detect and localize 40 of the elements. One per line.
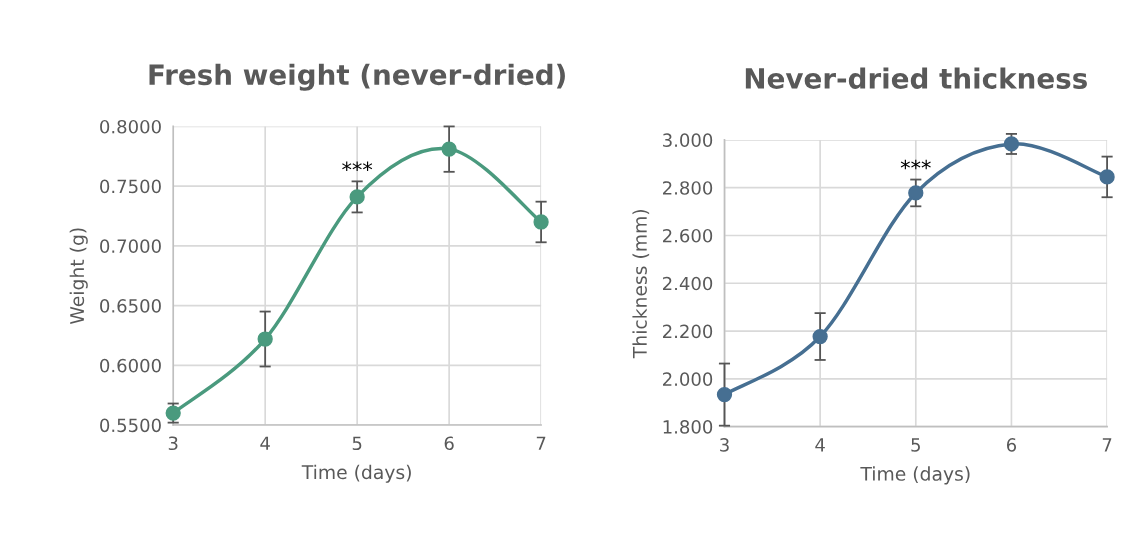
x-axis-title: Time (days) — [301, 464, 411, 483]
x-tick-label: 4 — [260, 436, 270, 450]
point — [441, 141, 457, 157]
x-tick-label: 3 — [168, 436, 178, 451]
y-tick-label: 0.6500 — [100, 299, 161, 313]
x-axis-title: Time (days) — [860, 466, 970, 485]
point — [257, 331, 273, 347]
x-tick-label: 3 — [720, 438, 729, 452]
point — [533, 214, 549, 230]
point — [908, 185, 924, 201]
y-axis-title: Thickness (mm) — [632, 209, 650, 359]
point — [349, 189, 365, 205]
chart-title: Fresh weight (never-dried) — [149, 63, 565, 91]
x-tick-label: 5 — [911, 438, 920, 452]
x-tick-label: 5 — [352, 436, 362, 451]
y-tick-label: 0.5500 — [100, 418, 161, 433]
y-tick-label: 2.600 — [663, 228, 713, 243]
y-tick-label: 2.200 — [663, 324, 713, 339]
x-tick-label: 4 — [815, 438, 825, 452]
y-tick-label: 3.000 — [663, 133, 713, 147]
y-tick-label: 0.7000 — [100, 239, 161, 253]
annotation: *** — [900, 159, 931, 170]
x-tick-label: 6 — [1006, 438, 1017, 452]
point — [716, 386, 733, 403]
y-tick-label: 2.000 — [663, 372, 713, 386]
x-tick-label: 7 — [536, 436, 546, 450]
point — [812, 328, 828, 345]
y-axis-title: Weight (g) — [69, 228, 88, 325]
point — [165, 405, 181, 421]
x-tick-label: 6 — [444, 436, 454, 451]
y-tick-label: 1.800 — [663, 420, 713, 434]
y-tick-label: 2.800 — [663, 181, 713, 195]
chart-title: Never-dried thickness — [745, 67, 1087, 89]
y-tick-label: 0.6000 — [100, 358, 161, 373]
x-tick-label: 7 — [1102, 438, 1112, 452]
y-tick-label: 0.8000 — [100, 119, 161, 134]
y-tick-label: 2.400 — [663, 276, 713, 291]
y-tick-label: 0.7500 — [100, 179, 161, 194]
annotation: *** — [342, 161, 373, 172]
point — [1099, 169, 1115, 185]
